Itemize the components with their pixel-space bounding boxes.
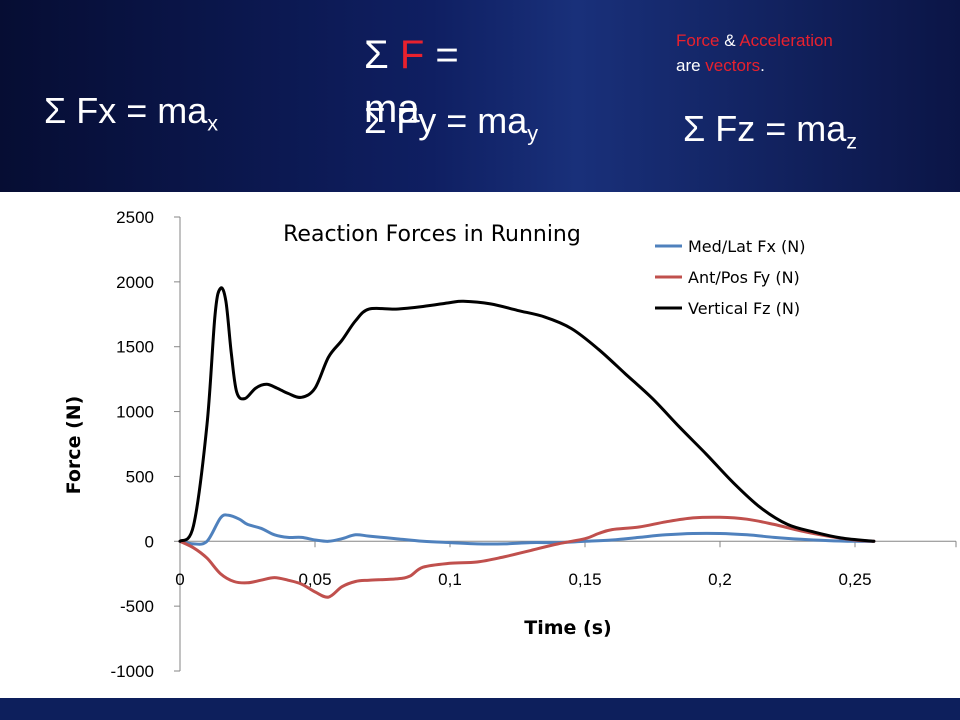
legend-label: Med/Lat Fx (N)	[688, 237, 805, 256]
y-axis-title: Force (N)	[63, 396, 85, 495]
series-fx-line	[178, 513, 876, 546]
y-tick-label: 2500	[116, 208, 154, 227]
x-tick-label: 0,15	[568, 570, 601, 589]
equation-fx-subscript: x	[207, 110, 219, 136]
note-force: Force	[676, 31, 720, 50]
note-acceleration: Acceleration	[739, 31, 833, 50]
note-period: .	[760, 56, 765, 75]
series-fy-line	[178, 515, 876, 599]
legend-label: Vertical Fz (N)	[688, 299, 800, 318]
y-tick-label: 0	[145, 532, 154, 551]
x-tick-label: 0,2	[708, 570, 732, 589]
y-tick-label: 1500	[116, 338, 154, 357]
series-layer	[178, 286, 876, 599]
equation-fy-subscript: y	[527, 120, 539, 146]
equation-fz: Σ Fz = maz	[683, 108, 857, 152]
equation-fx-text: Σ Fx = ma	[44, 90, 208, 131]
force-chart: 2500 2000 1500 1000 500 0 -500 -1000 0 0,05 0,1 0,…	[63, 208, 957, 681]
slide-footer	[0, 698, 960, 720]
equation-f-symbol: F	[399, 33, 425, 77]
equation-f: Σ F = ma	[364, 28, 484, 136]
note-are: are	[676, 56, 706, 75]
equation-fz-text: Σ Fz = ma	[683, 108, 847, 149]
y-tick-label: 2000	[116, 273, 154, 292]
y-tick-label: 1000	[116, 403, 154, 422]
equation-fy: Σ Fy = may	[364, 100, 538, 144]
chart-title: Reaction Forces in Running	[283, 222, 581, 247]
note-vectors: vectors	[705, 56, 761, 75]
x-tick-label: 0,05	[298, 570, 331, 589]
equation-f-sigma: Σ	[364, 33, 400, 77]
equation-fy-text: Σ Fy = ma	[364, 100, 528, 141]
series-fz-line	[178, 286, 876, 543]
legend-label: Ant/Pos Fy (N)	[688, 268, 800, 287]
equation-f-equals: =	[424, 33, 459, 77]
y-tick-label: -1000	[111, 662, 154, 681]
legend-item-fx: Med/Lat Fx (N)	[655, 237, 805, 256]
x-tick-label: 0	[175, 570, 184, 589]
slide-header	[0, 0, 960, 192]
vector-note: Force & Acceleration are vectors.	[676, 28, 906, 78]
y-tick-label: -500	[120, 597, 154, 616]
chart-legend: Med/Lat Fx (N) Ant/Pos Fy (N) Vertical Fz …	[655, 237, 805, 318]
legend-item-fy: Ant/Pos Fy (N)	[655, 268, 800, 287]
x-tick-label: 0,1	[438, 570, 462, 589]
equation-f-ma: ma	[364, 87, 420, 131]
equation-fz-subscript: z	[846, 128, 858, 154]
y-axis: 2500 2000 1500 1000 500 0 -500 -1000	[111, 208, 181, 681]
equation-fx: Σ Fx = max	[44, 90, 218, 134]
note-amp: &	[719, 31, 740, 50]
x-axis-title: Time (s)	[524, 617, 611, 639]
y-tick-label: 500	[126, 467, 154, 486]
x-tick-label: 0,25	[838, 570, 871, 589]
legend-item-fz: Vertical Fz (N)	[655, 299, 800, 318]
